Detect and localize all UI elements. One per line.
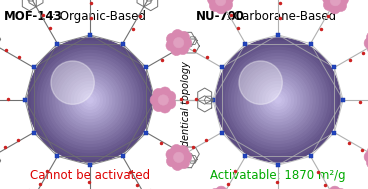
Circle shape [247,69,309,131]
Circle shape [219,41,337,159]
Circle shape [178,157,190,169]
Circle shape [238,60,318,140]
Circle shape [71,81,109,119]
Circle shape [222,44,334,156]
Circle shape [50,60,130,140]
Circle shape [330,0,340,6]
Text: MOF-143: MOF-143 [4,10,63,23]
Circle shape [239,61,282,104]
Circle shape [221,0,233,11]
Text: identical topology: identical topology [181,61,191,149]
Circle shape [216,0,226,6]
Circle shape [177,145,189,157]
Circle shape [180,37,192,49]
Circle shape [250,72,306,128]
Text: NU-700: NU-700 [196,10,245,23]
Circle shape [244,66,312,134]
Circle shape [367,31,368,43]
Circle shape [335,0,347,12]
Circle shape [78,88,102,112]
Circle shape [37,47,143,153]
Circle shape [269,91,287,109]
Circle shape [216,38,340,162]
Circle shape [180,151,192,163]
Circle shape [47,57,133,143]
Circle shape [177,43,189,55]
Circle shape [259,81,297,119]
Circle shape [272,94,284,106]
Circle shape [166,40,177,51]
Circle shape [241,63,315,137]
Circle shape [329,186,340,189]
Circle shape [364,151,368,163]
Circle shape [364,37,368,49]
Circle shape [150,94,162,106]
Circle shape [34,44,146,156]
Circle shape [256,78,300,122]
Circle shape [216,186,227,189]
Circle shape [68,78,112,122]
Circle shape [367,43,368,55]
Circle shape [153,100,164,112]
Circle shape [166,155,178,167]
Circle shape [275,97,281,103]
Circle shape [225,47,331,153]
Circle shape [253,75,303,125]
Circle shape [65,75,115,125]
Circle shape [266,88,290,112]
Circle shape [87,97,93,103]
Circle shape [51,61,94,104]
Circle shape [367,157,368,169]
Circle shape [62,72,118,128]
Circle shape [43,53,137,146]
Circle shape [74,84,106,115]
Circle shape [323,0,335,11]
Circle shape [231,53,325,146]
Circle shape [178,31,190,43]
Circle shape [329,2,340,14]
Circle shape [159,101,171,113]
Circle shape [40,50,139,150]
Circle shape [367,145,368,157]
Circle shape [229,50,328,150]
Text: Cannot be activated: Cannot be activated [30,169,150,182]
Circle shape [81,91,99,109]
Text: : Organic-Based: : Organic-Based [52,10,146,23]
Circle shape [153,88,164,100]
Circle shape [335,188,347,189]
Circle shape [172,29,183,41]
Circle shape [337,0,348,5]
Circle shape [173,152,184,163]
Circle shape [262,84,294,115]
Circle shape [28,38,152,162]
Circle shape [166,149,177,160]
Circle shape [208,0,219,5]
Circle shape [56,66,124,134]
Circle shape [172,159,183,170]
Circle shape [171,144,182,156]
Circle shape [166,33,178,45]
Circle shape [216,2,227,14]
Circle shape [173,37,184,48]
Text: : Carborane-Based: : Carborane-Based [226,10,336,23]
Circle shape [164,91,176,102]
Circle shape [31,41,149,159]
Circle shape [84,94,96,106]
Circle shape [322,0,334,4]
Circle shape [53,63,127,137]
Circle shape [158,95,169,105]
Circle shape [164,98,176,109]
Circle shape [222,0,234,4]
Circle shape [159,87,171,98]
Circle shape [235,57,321,143]
Circle shape [59,69,121,131]
Circle shape [209,0,221,12]
Text: Activatable: 1870 m²/g: Activatable: 1870 m²/g [210,169,346,182]
Circle shape [209,188,221,189]
Circle shape [171,44,182,56]
